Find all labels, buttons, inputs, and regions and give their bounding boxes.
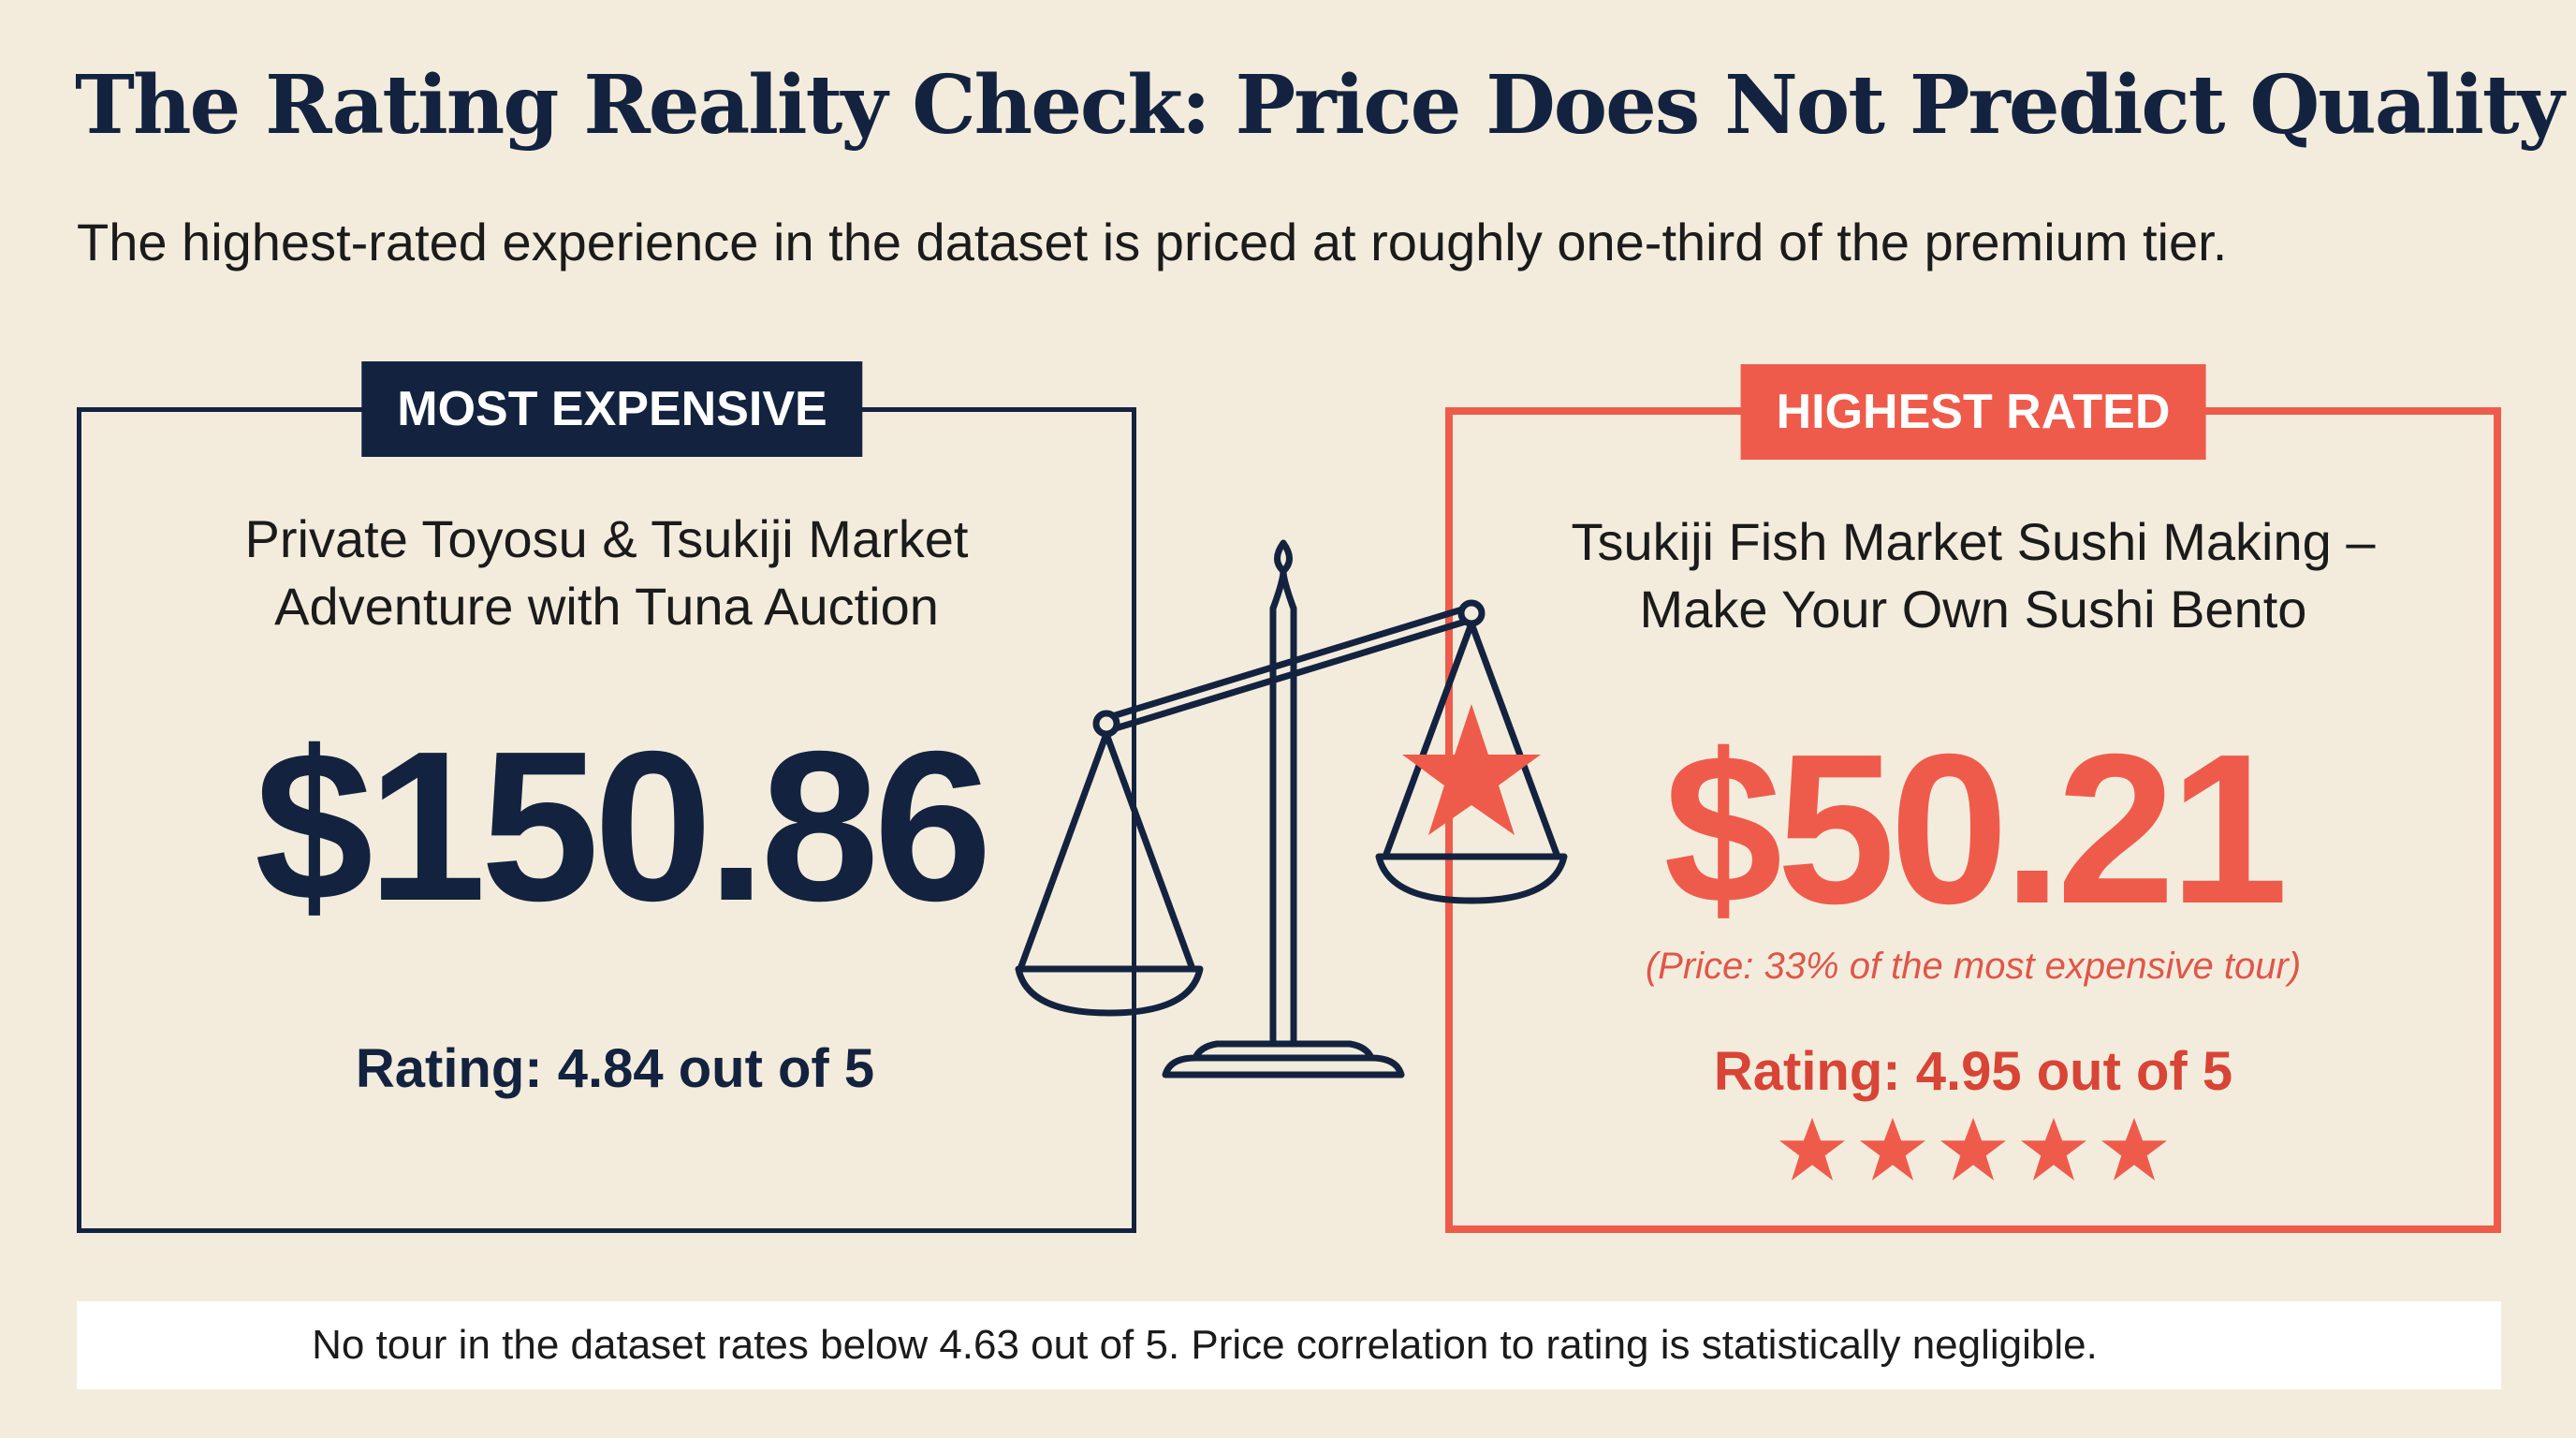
most-expensive-card: MOST EXPENSIVE Private Toyosu & Tsukiji … (77, 361, 1136, 1233)
star-icon (1402, 704, 1541, 835)
highest-rated-tag: HIGHEST RATED (1740, 364, 2206, 460)
tour-name-line-2: Adventure with Tuna Auction (274, 577, 939, 636)
highest-rated-tour-name: Tsukiji Fish Market Sushi Making – Make … (1453, 508, 2494, 643)
most-expensive-price: $150.86 (254, 708, 992, 946)
star-icon (2101, 1118, 2167, 1181)
tour-name-line-1: Private Toyosu & Tsukiji Market (244, 509, 969, 568)
star-icon (1940, 1118, 2006, 1181)
footer-note: No tour in the dataset rates below 4.63 … (77, 1301, 2501, 1389)
most-expensive-tag: MOST EXPENSIVE (361, 361, 863, 457)
star-icon (1779, 1118, 1845, 1181)
most-expensive-tour-name: Private Toyosu & Tsukiji Market Adventur… (81, 506, 1132, 640)
page-subtitle: The highest-rated experience in the data… (77, 213, 2228, 271)
star-icon (2021, 1118, 2086, 1181)
highest-rated-price: $50.21 (1663, 711, 2288, 948)
most-expensive-rating: Rating: 4.84 out of 5 (355, 1038, 875, 1099)
star-rating (1453, 1115, 2494, 1186)
tour-name-line-2: Make Your Own Sushi Bento (1639, 580, 2307, 638)
tour-name-line-1: Tsukiji Fish Market Sushi Making – (1571, 512, 2376, 571)
page-title: The Rating Reality Check: Price Does Not… (75, 58, 2565, 153)
highest-rated-rating: Rating: 4.95 out of 5 (1713, 1041, 2233, 1102)
star-icon (1860, 1118, 1925, 1181)
highest-rated-card: HIGHEST RATED Tsukiji Fish Market Sushi … (1445, 364, 2501, 1233)
balance-scale-icon (1015, 539, 1568, 1078)
price-comparison-note: (Price: 33% of the most expensive tour) (1645, 946, 2302, 987)
